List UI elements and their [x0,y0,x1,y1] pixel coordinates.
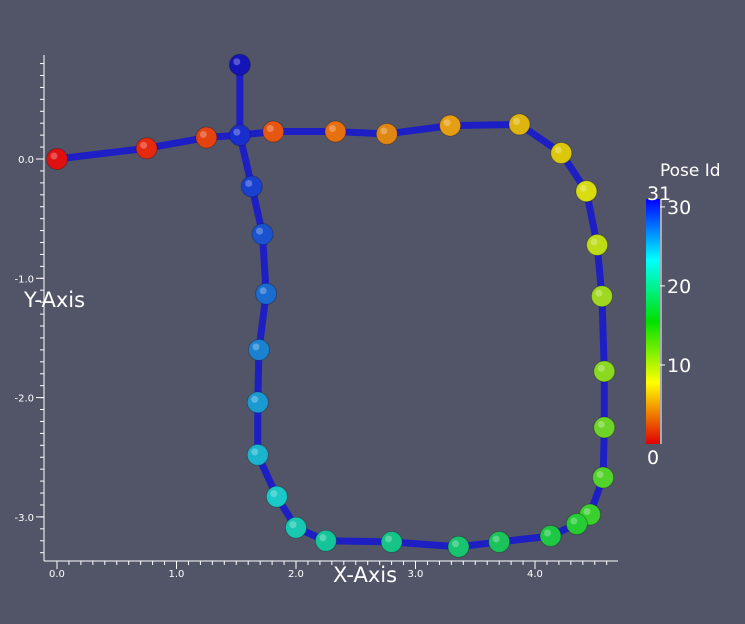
color-legend: Pose Id 30 20 10 31 0 [646,161,721,469]
y-ticks: 0.0 -1.0 -2.0 -3.0 [14,155,44,524]
pose-marker [575,180,598,203]
x-minor-ticks [56,561,608,565]
pose-marker [488,530,511,553]
pose-marker [550,142,573,165]
pose-marker [251,223,274,246]
pose-marker [593,360,616,383]
legend-ticks: 30 20 10 [660,197,691,377]
pose-marker [262,120,285,143]
pose-marker [240,175,263,198]
pose-marker-highlight [452,540,460,548]
x-tick-label: 0.0 [49,569,65,580]
y-axis-title: Y-Axis [23,288,85,312]
pose-marker-highlight [199,131,207,139]
pose-marker [565,513,588,536]
axes: 0.0 1.0 2.0 3.0 4.0 0.0 -1.0 -2.0 -3.0 X-Axis Y… [14,55,618,587]
legend-tick-label: 30 [667,197,691,219]
legend-max-label: 31 [647,183,671,205]
pose-marker [324,120,347,143]
pose-marker [593,416,616,439]
pose-marker-highlight [492,535,500,543]
pose-marker [228,53,251,76]
pose-marker-highlight [554,146,562,154]
y-tick-label: -3.0 [14,513,34,524]
pose-marker-highlight [245,179,253,187]
pose-marker [285,516,307,539]
pose-marker-highlight [380,127,388,135]
pose-marker [447,535,470,558]
pose-marker [255,282,278,305]
legend-title: Pose Id [660,161,721,181]
x-axis-title: X-Axis [333,563,397,587]
pose-marker-highlight [259,287,267,295]
pose-marker [539,524,562,547]
pose-marker-highlight [570,517,578,525]
graph-edge [446,120,523,130]
pose-marker-highlight [512,117,520,125]
pose-marker [246,443,269,466]
pose-marker [46,148,68,170]
y-tick-label: -2.0 [14,394,34,405]
pose-marker [246,391,269,414]
x-ticks: 0.0 1.0 2.0 3.0 4.0 [49,561,543,580]
pose-marker [508,113,531,136]
pose-marker-highlight [251,395,259,403]
pose-marker-highlight [595,289,603,297]
pose-marker [586,233,609,256]
pose-marker-highlight [233,128,241,136]
pose-marker [135,137,158,160]
pose-marker-highlight [252,343,260,351]
legend-color-bar [646,199,660,444]
pose-marker-highlight [233,58,241,66]
pose-marker-highlight [597,420,605,428]
pose-marker-highlight [443,119,451,127]
x-tick-label: 4.0 [527,569,543,580]
pose-marker-highlight [544,529,552,537]
pose-marker-highlight [319,534,327,542]
pose-marker [439,114,462,137]
legend-tick-label: 20 [667,276,691,298]
pose-marker [592,466,615,489]
y-tick-label: -1.0 [14,274,34,285]
pose-marker [247,338,270,361]
pose-marker [380,530,403,553]
graph-edge [53,144,151,163]
pose-marker-highlight [583,508,591,516]
x-tick-label: 3.0 [408,569,424,580]
graph-edge [383,122,454,138]
pose-marker [265,485,288,508]
pose-marker-highlight [251,448,259,456]
legend-tick-label: 10 [667,355,691,377]
pose-marker-highlight [140,141,148,149]
legend-min-label: 0 [647,447,659,469]
pose-marker [590,285,613,308]
graph-edge [598,292,608,375]
pose-markers [46,53,616,558]
x-tick-label: 2.0 [288,569,304,580]
pose-marker-highlight [270,490,278,498]
pose-marker-highlight [266,125,274,133]
pose-marker-highlight [256,227,264,235]
y-tick-label: 0.0 [18,155,34,166]
pose-marker [375,122,398,145]
pose-marker-highlight [50,152,58,160]
pose-marker-highlight [579,184,587,192]
x-tick-label: 1.0 [169,569,185,580]
graph-edge [322,537,396,546]
graph-edge [388,538,463,551]
pose-marker-highlight [596,471,604,479]
pose-marker-highlight [590,238,598,246]
pose-marker-highlight [289,521,297,529]
pose-marker [228,124,251,147]
pose-marker-highlight [385,535,393,543]
pose-marker-highlight [597,364,605,372]
pose-marker [195,126,218,149]
y-minor-ticks [40,63,44,554]
pose-marker [314,529,337,552]
pose-marker-highlight [328,125,336,133]
